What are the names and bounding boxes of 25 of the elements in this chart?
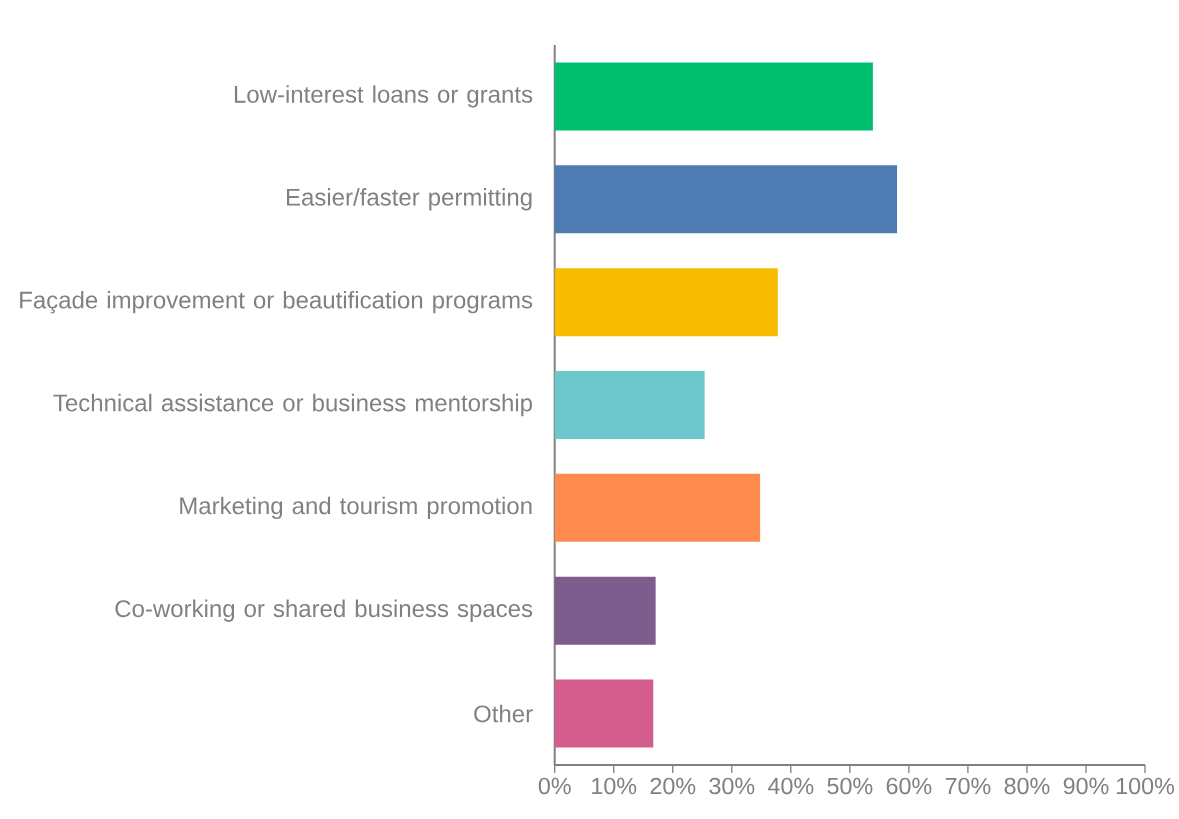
bar xyxy=(554,679,654,748)
y-tick-label: Other xyxy=(474,704,533,723)
bar xyxy=(554,268,778,337)
y-tick-label: Façade improvement or beautification programs xyxy=(20,290,533,314)
x-tick-label: 30% xyxy=(709,777,755,795)
y-tick-label: Co-working or shared business spaces xyxy=(115,599,533,622)
x-tick-label: 40% xyxy=(768,777,814,795)
bar xyxy=(554,576,656,645)
x-tick-label: 90% xyxy=(1063,777,1109,795)
x-tick-label: 80% xyxy=(1004,777,1050,795)
y-tick-label: Low-interest loans or grants xyxy=(234,85,533,108)
x-tick-label: 70% xyxy=(945,777,991,795)
y-tick-label: Technical assistance or business mentorship xyxy=(53,393,533,417)
x-tick-label: 0% xyxy=(538,777,571,795)
y-tick-label: Marketing and tourism promotion xyxy=(180,496,532,520)
x-tick-label: 50% xyxy=(827,777,873,795)
bar xyxy=(554,371,705,440)
bar xyxy=(554,165,898,234)
bar xyxy=(554,473,761,542)
bar xyxy=(554,62,873,131)
x-tick-label: 20% xyxy=(650,777,696,795)
x-tick-label: 100% xyxy=(1116,777,1175,795)
x-tick-label: 10% xyxy=(592,777,637,795)
y-tick-label: Easier/faster permitting xyxy=(286,188,532,211)
x-tick-label: 60% xyxy=(886,777,932,795)
